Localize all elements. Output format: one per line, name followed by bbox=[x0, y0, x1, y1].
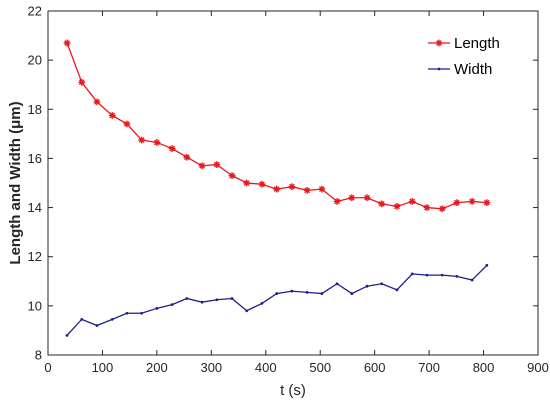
data-point bbox=[168, 145, 176, 152]
data-point bbox=[230, 297, 234, 300]
x-tick-label: 800 bbox=[473, 360, 495, 375]
x-tick-label: 500 bbox=[309, 360, 331, 375]
data-point bbox=[435, 39, 443, 47]
data-point bbox=[440, 273, 444, 277]
legend-label: Width bbox=[454, 61, 492, 78]
data-point bbox=[303, 186, 311, 194]
data-point bbox=[273, 185, 281, 193]
data-point bbox=[350, 292, 354, 295]
data-point bbox=[185, 297, 189, 300]
x-tick-label: 600 bbox=[364, 360, 386, 375]
y-tick-label: 20 bbox=[28, 53, 42, 68]
data-point bbox=[245, 309, 249, 313]
data-point bbox=[65, 333, 69, 337]
data-point bbox=[93, 98, 101, 106]
data-point bbox=[275, 292, 279, 295]
data-point bbox=[380, 282, 384, 286]
data-point bbox=[78, 78, 86, 86]
y-tick-label: 10 bbox=[28, 298, 42, 313]
y-tick-label: 14 bbox=[28, 200, 42, 215]
data-point bbox=[170, 303, 174, 307]
data-point bbox=[110, 317, 114, 321]
series-length bbox=[63, 39, 491, 213]
data-point bbox=[288, 183, 296, 191]
data-point bbox=[198, 162, 206, 170]
y-axis-label: Length and Width (μm) bbox=[7, 101, 24, 264]
legend-label: Length bbox=[454, 35, 500, 52]
series-width bbox=[65, 263, 489, 337]
x-tick-label: 100 bbox=[92, 360, 114, 375]
data-point bbox=[228, 172, 236, 180]
data-point bbox=[155, 306, 159, 310]
y-tick-label: 18 bbox=[28, 102, 42, 117]
series-layer bbox=[63, 39, 491, 337]
data-point bbox=[213, 161, 221, 168]
data-point bbox=[468, 198, 476, 205]
data-point bbox=[183, 153, 191, 161]
x-tick-label: 700 bbox=[418, 360, 440, 375]
data-point bbox=[63, 39, 71, 47]
data-point bbox=[393, 202, 401, 210]
data-point bbox=[215, 298, 219, 302]
data-point bbox=[363, 194, 371, 202]
data-point bbox=[485, 263, 489, 267]
data-point bbox=[470, 278, 474, 282]
data-point bbox=[333, 198, 341, 205]
legend-item-width: Width bbox=[428, 61, 492, 78]
y-tick-label: 22 bbox=[28, 4, 42, 19]
data-point bbox=[378, 200, 386, 208]
data-point bbox=[483, 199, 491, 207]
legend: Length Width bbox=[428, 35, 500, 78]
plot-frame bbox=[47, 10, 539, 356]
data-point bbox=[80, 317, 84, 321]
data-point bbox=[425, 273, 429, 277]
data-point bbox=[423, 204, 431, 211]
data-point bbox=[258, 180, 266, 188]
data-point bbox=[95, 324, 99, 327]
data-point bbox=[200, 300, 204, 304]
data-point bbox=[453, 199, 461, 207]
y-tick-label: 16 bbox=[28, 151, 42, 166]
x-tick-label: 400 bbox=[255, 360, 277, 375]
data-point bbox=[260, 302, 264, 305]
data-point bbox=[123, 120, 131, 128]
data-point bbox=[138, 136, 146, 144]
tick-labels: 0 100 200 300 400 500 600 700 800 900 8 10 12 14 16 18 2… bbox=[28, 4, 549, 376]
x-tick-label: 0 bbox=[44, 360, 51, 375]
x-tick-label: 300 bbox=[200, 360, 222, 375]
data-point bbox=[140, 311, 144, 315]
data-point bbox=[365, 284, 369, 288]
data-point bbox=[320, 292, 324, 295]
data-point bbox=[153, 139, 161, 146]
legend-item-length: Length bbox=[428, 35, 500, 52]
data-point bbox=[125, 311, 129, 315]
data-point bbox=[108, 112, 116, 119]
y-tick-label: 8 bbox=[35, 348, 42, 363]
x-axis-label: t (s) bbox=[280, 382, 306, 399]
data-point bbox=[335, 282, 339, 286]
data-point bbox=[395, 288, 399, 292]
data-point bbox=[410, 272, 414, 276]
data-point bbox=[348, 194, 356, 202]
x-tick-label: 200 bbox=[146, 360, 168, 375]
data-point bbox=[290, 289, 294, 293]
plot-area bbox=[48, 11, 538, 355]
data-point bbox=[318, 185, 326, 193]
data-point bbox=[305, 290, 309, 294]
data-point bbox=[243, 179, 251, 187]
y-tick-label: 12 bbox=[28, 249, 42, 264]
data-point bbox=[455, 274, 459, 278]
x-tick-label: 900 bbox=[527, 360, 549, 375]
data-point bbox=[408, 198, 416, 205]
data-point bbox=[438, 205, 446, 213]
